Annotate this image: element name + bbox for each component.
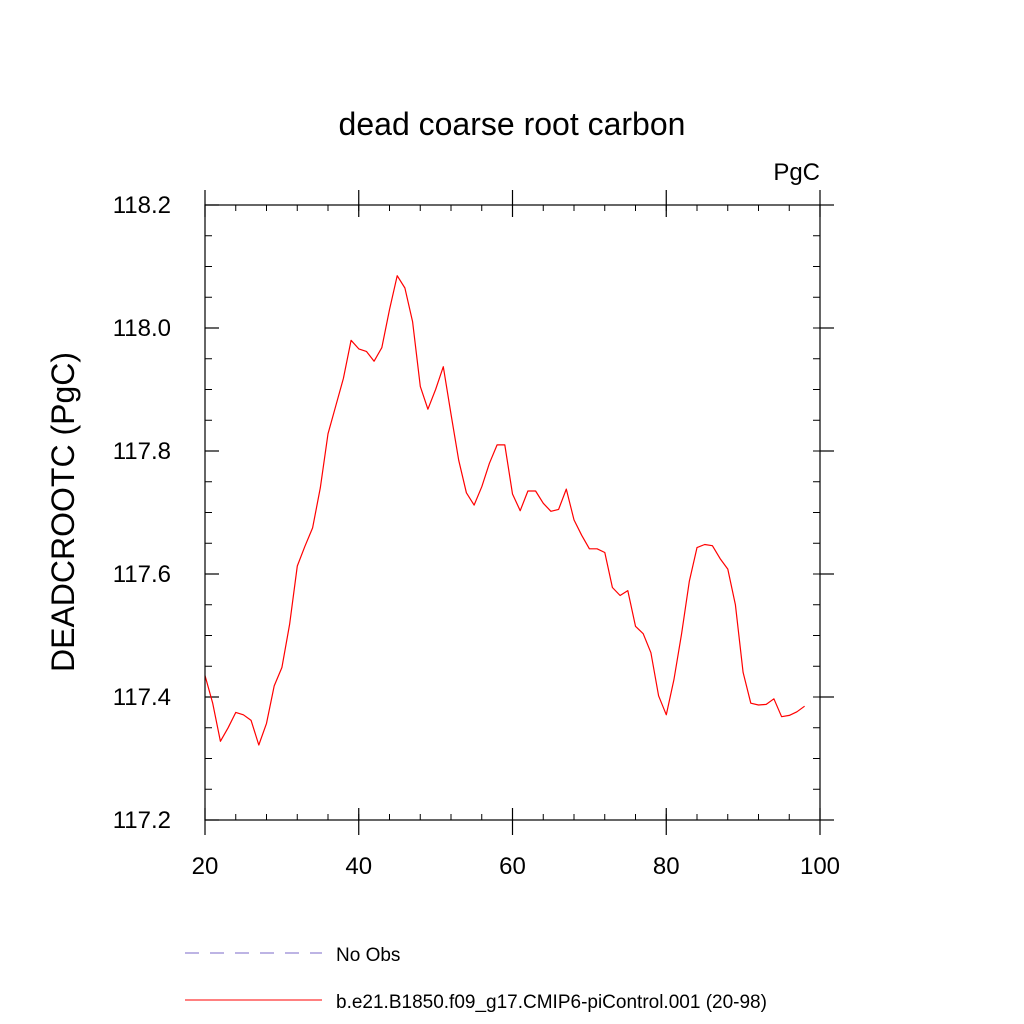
legend-label: b.e21.B1850.f09_g17.CMIP6-piControl.001 … bbox=[336, 992, 767, 1013]
x-tick-label: 100 bbox=[800, 853, 840, 880]
x-tick-label: 60 bbox=[499, 853, 526, 880]
y-axis-label: DEADCROOTC (PgC) bbox=[45, 352, 81, 672]
y-tick-label: 117.6 bbox=[113, 561, 171, 588]
chart-title: dead coarse root carbon bbox=[339, 106, 686, 142]
plot-frame bbox=[204, 204, 821, 821]
legend: No Obs b.e21.B1850.f09_g17.CMIP6-piContro… bbox=[185, 945, 767, 1013]
x-tick-label: 40 bbox=[345, 853, 372, 880]
y-tick-label: 117.4 bbox=[113, 684, 171, 711]
y-tick-label: 118.0 bbox=[113, 315, 171, 342]
legend-label: No Obs bbox=[336, 945, 400, 966]
y-tick-label: 117.2 bbox=[113, 807, 171, 834]
y-tick-label: 118.2 bbox=[113, 192, 171, 219]
x-tick-label: 80 bbox=[653, 853, 680, 880]
series-line bbox=[204, 275, 805, 746]
units-label: PgC bbox=[773, 159, 820, 186]
y-tick-label: 117.8 bbox=[113, 438, 171, 465]
plot-series bbox=[204, 275, 805, 746]
axis-ticks: 20 40 60 80 100 117.2 117.4 117.6 117.8 118.0 118.… bbox=[113, 190, 840, 880]
x-tick-label: 20 bbox=[192, 853, 219, 880]
